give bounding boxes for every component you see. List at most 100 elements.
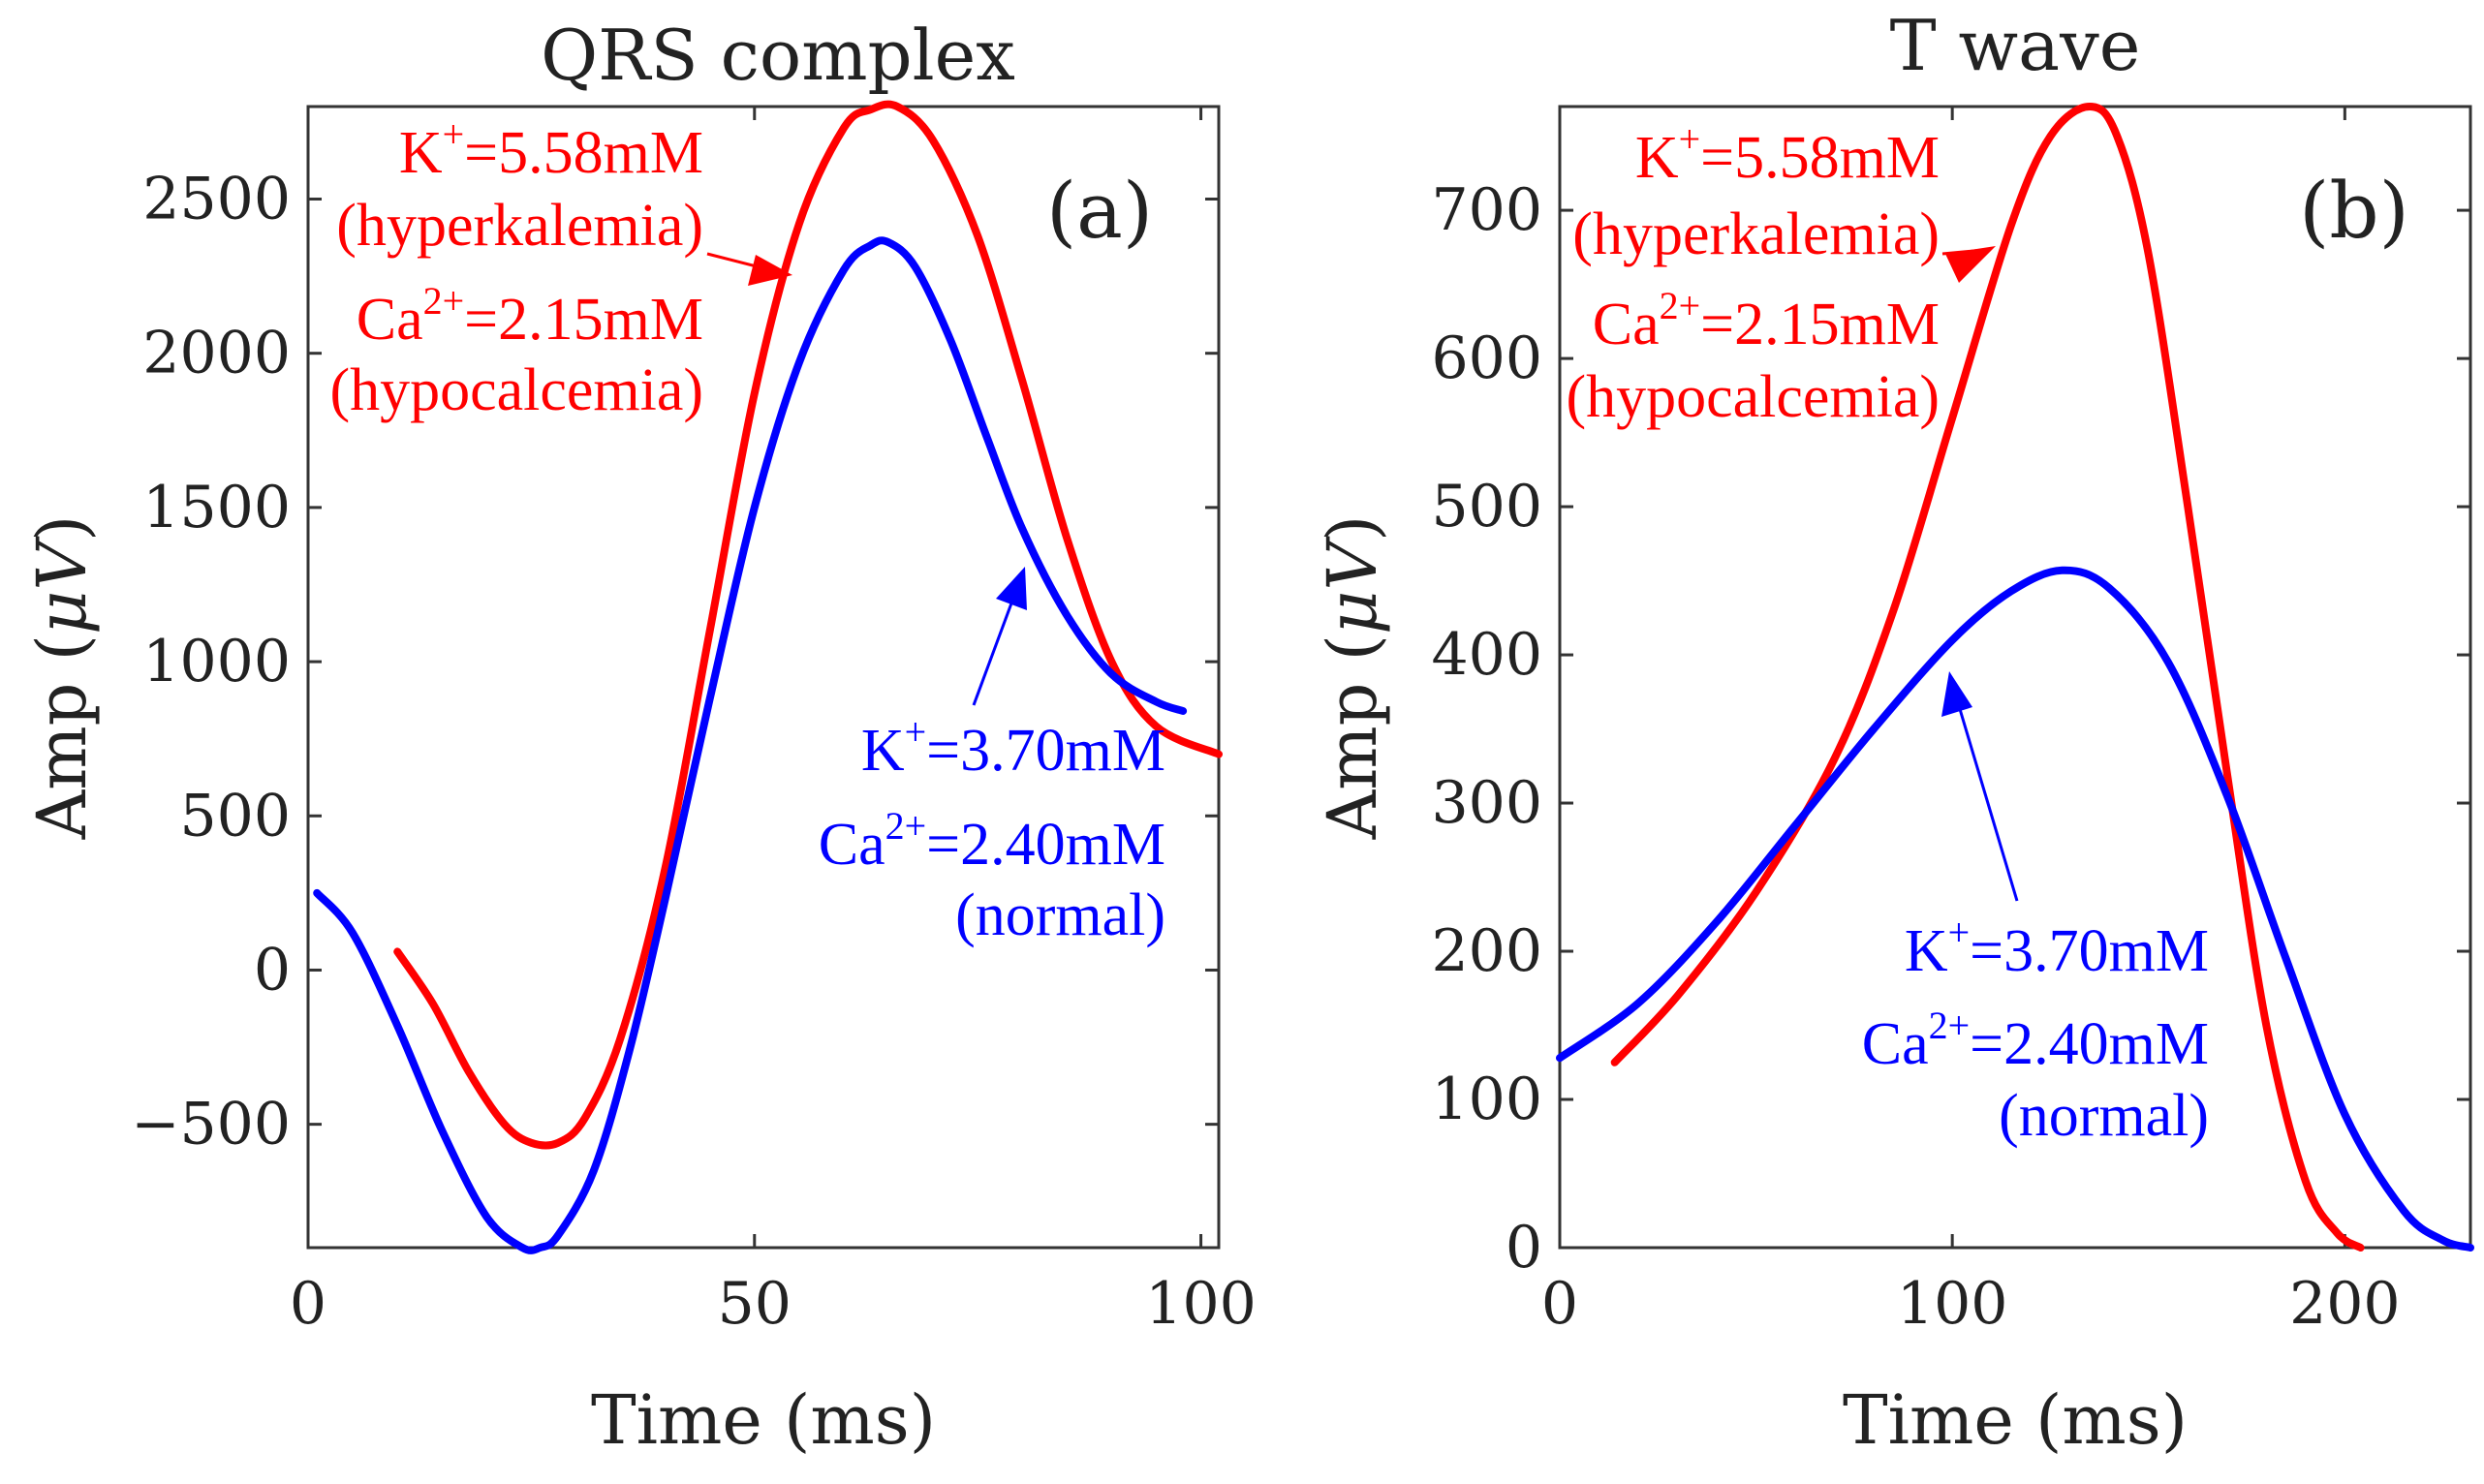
annotation-superscript: + bbox=[443, 112, 465, 156]
annotation-line: K+=3.70mM bbox=[1905, 911, 2209, 984]
annotation-line: (hyperkalemia) bbox=[1572, 201, 1940, 267]
annotation-arrowhead-red bbox=[1945, 246, 1996, 283]
annotation-line: K+=5.58mM bbox=[1635, 117, 1940, 191]
x-tick-labels: 0 50 100 bbox=[290, 1270, 1257, 1338]
annotation-arrow-blue bbox=[1955, 698, 2019, 902]
annotation-superscript: + bbox=[1948, 911, 1971, 954]
annotation-text: =2.15mM bbox=[1700, 292, 1940, 357]
annotation-text: Ca bbox=[819, 812, 885, 878]
annotation-line: (hypocalcemia) bbox=[329, 357, 703, 423]
y-axis-title-close: ) bbox=[22, 515, 102, 541]
annotation-arrowhead-blue bbox=[996, 567, 1027, 610]
annotation-arrowhead-blue bbox=[1941, 671, 1972, 717]
annotation-line: Ca2+=2.15mM bbox=[357, 279, 703, 353]
annotation-line: Ca2+=2.40mM bbox=[1862, 1004, 2209, 1077]
y-tick-labels: −500 0 500 1000 1500 2000 2500 bbox=[131, 166, 291, 1159]
x-tick-label: 100 bbox=[1145, 1270, 1257, 1338]
y-axis-title: Amp (μV) bbox=[1313, 515, 1392, 841]
plot-area-frame bbox=[306, 105, 1221, 1250]
y-tick-label: 500 bbox=[1431, 473, 1542, 541]
y-axis-title-main: Amp ( bbox=[1313, 634, 1392, 840]
y-tick-labels: 0 100 200 300 400 500 600 700 bbox=[1431, 176, 1542, 1282]
annotation-text: =5.58mM bbox=[1700, 125, 1940, 191]
y-tick-label: 400 bbox=[1431, 621, 1542, 689]
series-group bbox=[1556, 103, 2474, 1252]
y-tick-label: 100 bbox=[1431, 1066, 1542, 1133]
annotation-normal: K+=3.70mM Ca2+=2.40mM (normal) bbox=[819, 710, 1165, 948]
panel-label: (a) bbox=[1046, 166, 1153, 256]
annotation-text: =2.15mM bbox=[464, 287, 703, 353]
panel-t-wave: T wave (b) 0 100 200 300 400 500 600 700 0 100 20… bbox=[1313, 5, 2474, 1460]
annotation-arrow-blue bbox=[972, 592, 1017, 706]
y-tick-label: 2000 bbox=[142, 320, 291, 387]
annotation-superscript: 2+ bbox=[423, 279, 465, 323]
x-tick-labels: 0 100 200 bbox=[1541, 1270, 2401, 1338]
plot-area-frame bbox=[1558, 105, 2472, 1250]
y-tick-label: −500 bbox=[131, 1091, 291, 1159]
annotation-line: (hypocalcemia) bbox=[1566, 364, 1940, 430]
chart-title: T wave bbox=[1890, 5, 2141, 86]
annotation-normal: K+=3.70mM Ca2+=2.40mM (normal) bbox=[1862, 911, 2209, 1149]
x-tick-label: 0 bbox=[290, 1270, 326, 1338]
tick-marks bbox=[306, 107, 1219, 1248]
series-line-normal bbox=[1556, 566, 2474, 1252]
annotation-line: Ca2+=2.15mM bbox=[1593, 284, 1940, 357]
y-tick-label: 500 bbox=[179, 782, 291, 850]
panel-qrs-complex: QRS complex (a) −50005001000150020002500… bbox=[22, 15, 1257, 1460]
x-tick-label: 0 bbox=[1541, 1270, 1578, 1338]
annotation-superscript: 2+ bbox=[885, 804, 927, 848]
tick-marks bbox=[1558, 107, 2470, 1250]
annotation-text: K bbox=[1905, 918, 1948, 984]
y-axis-title-symbol: μV bbox=[22, 536, 102, 634]
annotation-superscript: + bbox=[905, 710, 927, 754]
y-tick-label: 1000 bbox=[142, 628, 291, 696]
annotation-text: =2.40mM bbox=[926, 812, 1165, 878]
y-tick-label: 2500 bbox=[142, 166, 291, 233]
panel-label: (b) bbox=[2299, 166, 2409, 256]
annotation-superscript: + bbox=[1679, 117, 1701, 161]
annotation-superscript: 2+ bbox=[1929, 1004, 1971, 1047]
series-group bbox=[313, 100, 1223, 1254]
y-tick-label: 0 bbox=[254, 936, 291, 1004]
annotation-text: =5.58mM bbox=[464, 120, 703, 186]
y-axis-title-close: ) bbox=[1313, 515, 1392, 541]
annotation-text: Ca bbox=[1862, 1011, 1929, 1077]
y-tick-label: 0 bbox=[1506, 1214, 1542, 1282]
x-tick-label: 100 bbox=[1897, 1270, 2008, 1338]
annotation-arrowhead-red bbox=[748, 255, 792, 286]
y-axis-title-symbol: μV bbox=[1313, 536, 1392, 634]
annotation-line: (hyperkalemia) bbox=[336, 193, 703, 259]
y-tick-label: 600 bbox=[1431, 325, 1542, 392]
annotation-superscript: 2+ bbox=[1660, 284, 1701, 327]
annotation-text: Ca bbox=[357, 287, 423, 353]
annotation-line: (normal) bbox=[955, 882, 1165, 948]
annotation-line: Ca2+=2.40mM bbox=[819, 804, 1165, 878]
annotation-line: K+=3.70mM bbox=[861, 710, 1165, 784]
annotation-text: K bbox=[1635, 125, 1679, 191]
y-tick-label: 1500 bbox=[142, 474, 291, 541]
y-tick-label: 700 bbox=[1431, 176, 1542, 244]
x-axis-title: Time (ms) bbox=[1843, 1380, 2188, 1460]
x-tick-label: 50 bbox=[718, 1270, 792, 1338]
y-tick-label: 300 bbox=[1431, 769, 1542, 837]
series-line-hyperkalemia bbox=[1610, 103, 2365, 1252]
annotation-text: K bbox=[861, 718, 905, 784]
series-line-normal bbox=[313, 236, 1188, 1254]
annotation-text: =2.40mM bbox=[1970, 1011, 2209, 1077]
annotation-line: K+=5.58mM bbox=[399, 112, 703, 186]
annotation-text: Ca bbox=[1593, 292, 1660, 357]
annotation-text: K bbox=[399, 120, 443, 186]
y-axis-title-main: Amp ( bbox=[22, 634, 102, 840]
x-tick-label: 200 bbox=[2289, 1270, 2401, 1338]
annotation-line: (normal) bbox=[1999, 1083, 2209, 1149]
annotation-text: =3.70mM bbox=[1970, 918, 2209, 984]
series-line-hyperkalemia bbox=[393, 100, 1223, 1150]
y-tick-label: 200 bbox=[1431, 917, 1542, 985]
chart-title: QRS complex bbox=[541, 15, 1015, 96]
y-axis-title: Amp (μV) bbox=[22, 515, 102, 841]
annotation-hyperkalemia: K+=5.58mM (hyperkalemia) Ca2+=2.15mM (hy… bbox=[1566, 117, 1940, 430]
annotation-hyperkalemia: K+=5.58mM (hyperkalemia) Ca2+=2.15mM (hy… bbox=[329, 112, 703, 423]
annotation-text: =3.70mM bbox=[926, 718, 1165, 784]
x-axis-title: Time (ms) bbox=[591, 1380, 936, 1460]
